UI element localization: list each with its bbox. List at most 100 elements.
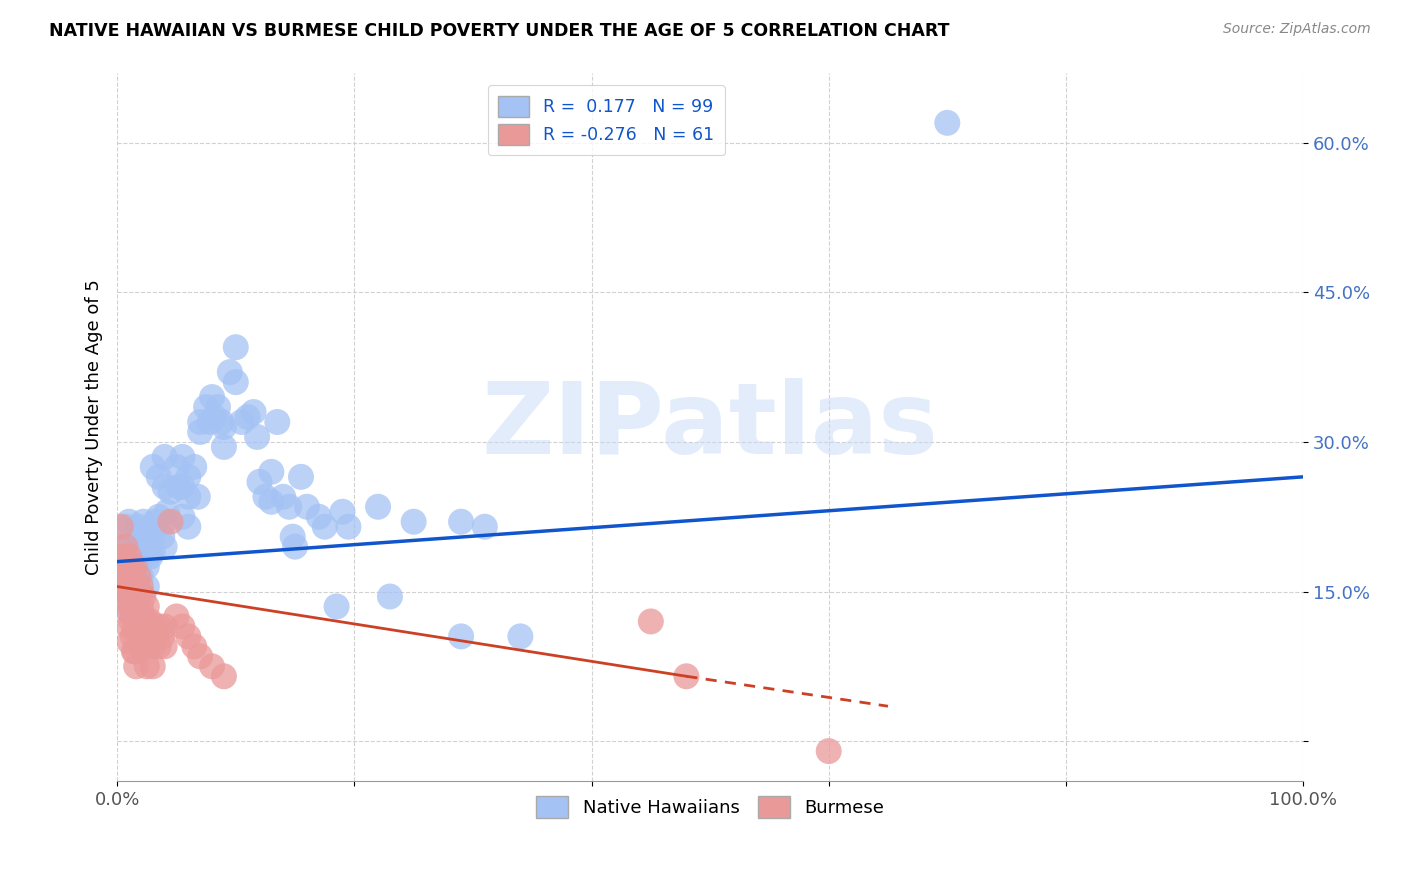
- Point: [128, 590, 150, 604]
- Point: [124, 580, 146, 594]
- Point: [142, 544, 165, 558]
- Point: [118, 619, 141, 633]
- Point: [118, 634, 141, 648]
- Point: [112, 559, 135, 574]
- Text: NATIVE HAWAIIAN VS BURMESE CHILD POVERTY UNDER THE AGE OF 5 CORRELATION CHART: NATIVE HAWAIIAN VS BURMESE CHILD POVERTY…: [49, 22, 949, 40]
- Point: [183, 459, 205, 474]
- Point: [124, 599, 146, 614]
- Point: [166, 609, 188, 624]
- Point: [143, 515, 166, 529]
- Point: [135, 659, 157, 673]
- Text: Source: ZipAtlas.com: Source: ZipAtlas.com: [1223, 22, 1371, 37]
- Point: [188, 649, 211, 664]
- Point: [172, 480, 194, 494]
- Point: [132, 629, 155, 643]
- Point: [128, 565, 150, 579]
- Point: [114, 555, 136, 569]
- Point: [124, 605, 146, 619]
- Point: [115, 580, 138, 594]
- Point: [121, 594, 143, 608]
- Point: [135, 559, 157, 574]
- Point: [281, 530, 304, 544]
- Point: [129, 555, 152, 569]
- Point: [212, 669, 235, 683]
- Point: [183, 640, 205, 654]
- Point: [120, 559, 142, 574]
- Point: [153, 480, 176, 494]
- Point: [118, 515, 141, 529]
- Point: [120, 580, 142, 594]
- Point: [118, 590, 141, 604]
- Point: [198, 415, 221, 429]
- Point: [124, 540, 146, 554]
- Point: [153, 540, 176, 554]
- Point: [132, 515, 155, 529]
- Point: [115, 559, 138, 574]
- Point: [204, 410, 226, 425]
- Point: [128, 609, 150, 624]
- Point: [177, 470, 200, 484]
- Point: [120, 615, 142, 629]
- Point: [254, 490, 277, 504]
- Point: [142, 640, 165, 654]
- Point: [124, 574, 146, 589]
- Point: [120, 569, 142, 583]
- Point: [135, 599, 157, 614]
- Point: [211, 415, 233, 429]
- Point: [246, 430, 269, 444]
- Point: [212, 420, 235, 434]
- Point: [474, 519, 496, 533]
- Point: [129, 584, 152, 599]
- Point: [139, 530, 162, 544]
- Point: [640, 615, 662, 629]
- Point: [135, 540, 157, 554]
- Point: [112, 549, 135, 564]
- Point: [337, 519, 360, 533]
- Point: [378, 590, 401, 604]
- Point: [188, 415, 211, 429]
- Point: [177, 519, 200, 533]
- Point: [129, 569, 152, 583]
- Point: [150, 530, 173, 544]
- Point: [172, 509, 194, 524]
- Point: [132, 590, 155, 604]
- Point: [129, 599, 152, 614]
- Point: [225, 375, 247, 389]
- Point: [124, 619, 146, 633]
- Point: [129, 534, 152, 549]
- Point: [236, 410, 259, 425]
- Point: [110, 519, 132, 533]
- Point: [195, 400, 218, 414]
- Point: [148, 509, 170, 524]
- Point: [132, 534, 155, 549]
- Point: [132, 609, 155, 624]
- Point: [325, 599, 347, 614]
- Point: [120, 584, 142, 599]
- Point: [118, 590, 141, 604]
- Point: [188, 425, 211, 439]
- Point: [142, 659, 165, 673]
- Point: [115, 594, 138, 608]
- Point: [225, 340, 247, 354]
- Point: [207, 400, 229, 414]
- Point: [187, 490, 209, 504]
- Point: [128, 519, 150, 533]
- Point: [166, 459, 188, 474]
- Legend: Native Hawaiians, Burmese: Native Hawaiians, Burmese: [529, 789, 891, 825]
- Point: [115, 569, 138, 583]
- Point: [135, 580, 157, 594]
- Text: ZIPatlas: ZIPatlas: [482, 378, 939, 475]
- Point: [135, 640, 157, 654]
- Point: [817, 744, 839, 758]
- Point: [121, 629, 143, 643]
- Point: [266, 415, 288, 429]
- Point: [201, 659, 224, 673]
- Point: [120, 599, 142, 614]
- Point: [402, 515, 425, 529]
- Point: [128, 544, 150, 558]
- Point: [284, 540, 307, 554]
- Point: [675, 669, 697, 683]
- Point: [150, 629, 173, 643]
- Point: [212, 440, 235, 454]
- Point: [242, 405, 264, 419]
